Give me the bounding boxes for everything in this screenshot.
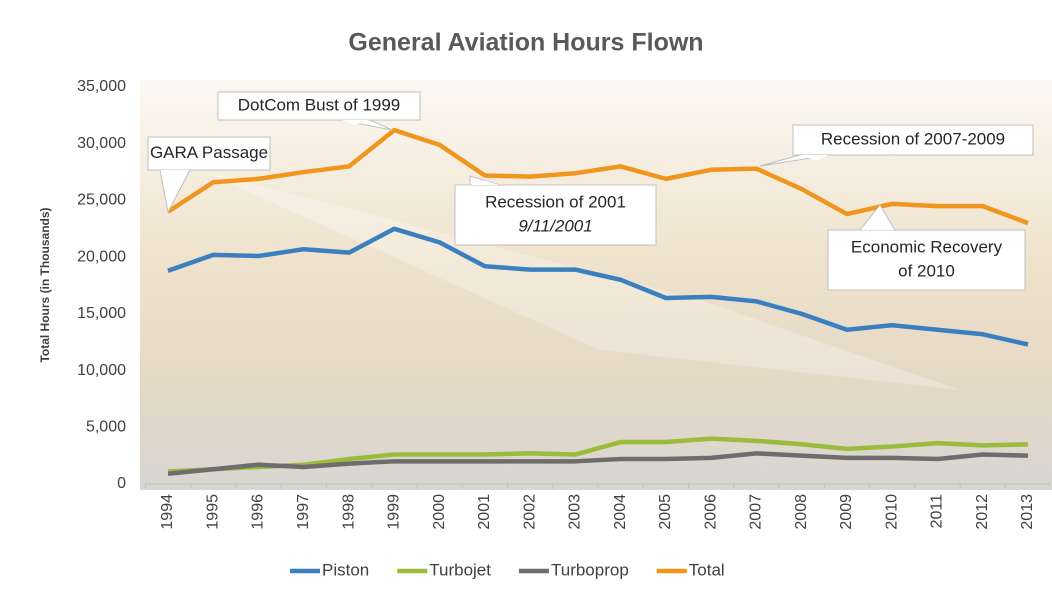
x-tick-label: 2002 — [521, 494, 538, 530]
y-tick-label: 35,000 — [77, 78, 126, 95]
y-tick-label: 0 — [117, 475, 126, 492]
legend-label: Piston — [322, 560, 369, 579]
annotation-text: DotCom Bust of 1999 — [238, 95, 401, 114]
x-tick-label: 1995 — [204, 494, 221, 530]
annotation-text: Recession of 2007-2009 — [821, 129, 1005, 148]
y-tick-label: 5,000 — [86, 419, 126, 436]
x-tick-label: 2006 — [702, 494, 719, 530]
annotation: Recession of 2001 9/11/2001 — [455, 176, 656, 245]
x-tick-label: 2000 — [431, 494, 448, 530]
x-tick-label: 1996 — [250, 494, 267, 530]
chart-title: General Aviation Hours Flown — [348, 29, 703, 57]
y-tick-label: 20,000 — [77, 248, 126, 265]
x-tick-label: 1994 — [159, 494, 176, 530]
x-tick-label: 2012 — [974, 494, 991, 530]
annotation-text: Economic Recovery — [851, 237, 1003, 256]
x-tick-label: 1999 — [386, 494, 403, 530]
x-tick-label: 1998 — [340, 494, 357, 530]
x-tick-label: 1997 — [295, 494, 312, 530]
y-tick-label: 30,000 — [77, 135, 126, 152]
x-tick-label: 2008 — [793, 494, 810, 530]
annotation-text: Recession of 2001 — [485, 192, 626, 211]
y-axis-label: Total Hours (in Thousands) — [38, 207, 52, 362]
x-tick-label: 2003 — [567, 494, 584, 530]
x-tick-label: 2005 — [657, 494, 674, 530]
y-tick-label: 10,000 — [77, 362, 126, 379]
chart: General Aviation Hours Flown Total Hours… — [0, 0, 1052, 592]
legend-label: Turboprop — [551, 560, 629, 579]
x-tick-label: 2004 — [612, 494, 629, 530]
x-tick-label: 2010 — [883, 494, 900, 530]
annotation-text: of 2010 — [898, 261, 955, 280]
y-tick-label: 25,000 — [77, 192, 126, 209]
x-tick-label: 2011 — [929, 494, 946, 529]
x-tick-label: 2013 — [1019, 494, 1036, 530]
annotation-text: 9/11/2001 — [518, 216, 592, 235]
legend-label: Turbojet — [429, 560, 491, 579]
y-tick-label: 15,000 — [77, 305, 126, 322]
annotation-text: GARA Passage — [150, 143, 268, 162]
x-tick-label: 2009 — [838, 494, 855, 530]
x-tick-label: 2001 — [476, 494, 493, 530]
legend-label: Total — [689, 560, 725, 579]
x-tick-label: 2007 — [748, 494, 765, 530]
